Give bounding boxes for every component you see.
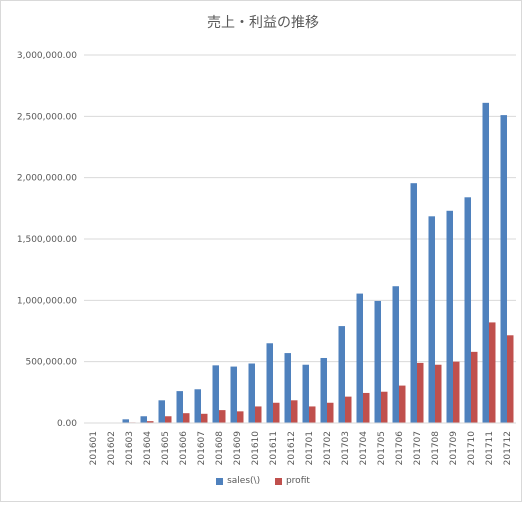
y-tick-label: 1,500,000.00 — [17, 235, 77, 245]
bar-profit — [435, 364, 442, 423]
x-tick-label: 201705 — [377, 431, 387, 465]
bar-profit — [507, 335, 514, 423]
bar-profit — [147, 421, 154, 423]
bar-profit — [381, 391, 388, 423]
x-tick-label: 201601 — [89, 431, 99, 465]
bar-profit — [399, 385, 406, 423]
x-tick-label: 201602 — [107, 431, 117, 465]
y-tick-label: 3,000,000.00 — [17, 51, 77, 61]
x-tick-label: 201711 — [485, 431, 495, 465]
bar-profit — [309, 406, 316, 423]
legend-swatch-profit — [274, 477, 282, 485]
bar-sales — [230, 366, 237, 423]
x-tick-label: 201606 — [179, 431, 189, 466]
x-tick-label: 201712 — [503, 431, 513, 465]
legend-label-sales: sales(\) — [227, 476, 261, 486]
chart-title: 売上・利益の推移 — [207, 15, 319, 31]
bar-profit — [201, 413, 208, 423]
bar-profit — [219, 410, 226, 423]
x-tick-label: 201702 — [323, 431, 333, 465]
bar-profit — [327, 402, 334, 423]
x-tick-label: 201612 — [287, 431, 297, 465]
y-tick-label: 1,000,000.00 — [17, 296, 77, 306]
x-tick-label: 201604 — [143, 431, 153, 466]
bar-profit — [165, 416, 172, 423]
bar-sales — [194, 389, 201, 423]
x-tick-label: 201704 — [359, 431, 369, 466]
bar-sales — [356, 293, 363, 423]
bar-sales — [302, 364, 309, 423]
x-tick-label: 201707 — [413, 431, 423, 465]
x-tick-label: 201607 — [197, 431, 207, 465]
x-tick-label: 201610 — [251, 431, 261, 466]
x-tick-label: 201703 — [341, 431, 351, 465]
legend: sales(\) profit — [0, 476, 526, 488]
y-tick-label: 500,000.00 — [25, 358, 77, 368]
bar-profit — [471, 351, 478, 423]
legend-label-profit: profit — [285, 476, 310, 486]
bar-sales — [266, 343, 273, 423]
bar-profit — [345, 396, 352, 423]
x-tick-label: 201603 — [125, 431, 135, 465]
bar-profit — [255, 406, 262, 423]
bar-sales — [338, 326, 345, 423]
x-tick-label: 201608 — [215, 431, 225, 466]
bar-profit — [291, 400, 298, 423]
bar-profit — [453, 361, 460, 423]
legend-item-profit: profit — [274, 476, 310, 486]
bar-sales — [248, 363, 255, 423]
legend-swatch-sales — [216, 477, 224, 485]
x-tick-label: 201706 — [395, 431, 405, 466]
bar-sales — [410, 183, 417, 423]
y-tick-label: 2,000,000.00 — [17, 174, 77, 184]
bar-sales — [284, 353, 291, 423]
bar-sales — [392, 286, 399, 423]
bar-sales — [176, 391, 183, 423]
bar-sales — [212, 365, 219, 423]
x-tick-label: 201708 — [431, 431, 441, 466]
bar-sales — [464, 197, 471, 423]
bar-profit — [363, 392, 370, 423]
bar-profit — [417, 362, 424, 423]
x-tick-label: 201605 — [161, 431, 171, 465]
bar-sales — [140, 416, 147, 423]
bar-sales — [428, 216, 435, 423]
bar-sales — [500, 115, 507, 424]
bar-sales — [374, 300, 381, 423]
bar-sales — [320, 357, 327, 423]
bar-sales — [158, 400, 165, 423]
bar-profit — [237, 411, 244, 423]
bar-profit — [273, 402, 280, 423]
x-tick-label: 201609 — [233, 431, 243, 466]
bar-profit — [489, 322, 496, 423]
legend-item-sales: sales(\) — [216, 476, 260, 486]
bar-profit — [183, 413, 190, 423]
bar-sales — [122, 419, 129, 423]
x-tick-label: 201611 — [269, 431, 279, 465]
x-tick-label: 201701 — [305, 431, 315, 465]
x-tick-label: 201710 — [467, 431, 477, 466]
x-tick-label: 201709 — [449, 431, 459, 466]
bar-sales — [482, 102, 489, 423]
bar-sales — [446, 210, 453, 423]
y-tick-label: 2,500,000.00 — [17, 112, 77, 122]
y-tick-label: 0.00 — [57, 419, 77, 429]
